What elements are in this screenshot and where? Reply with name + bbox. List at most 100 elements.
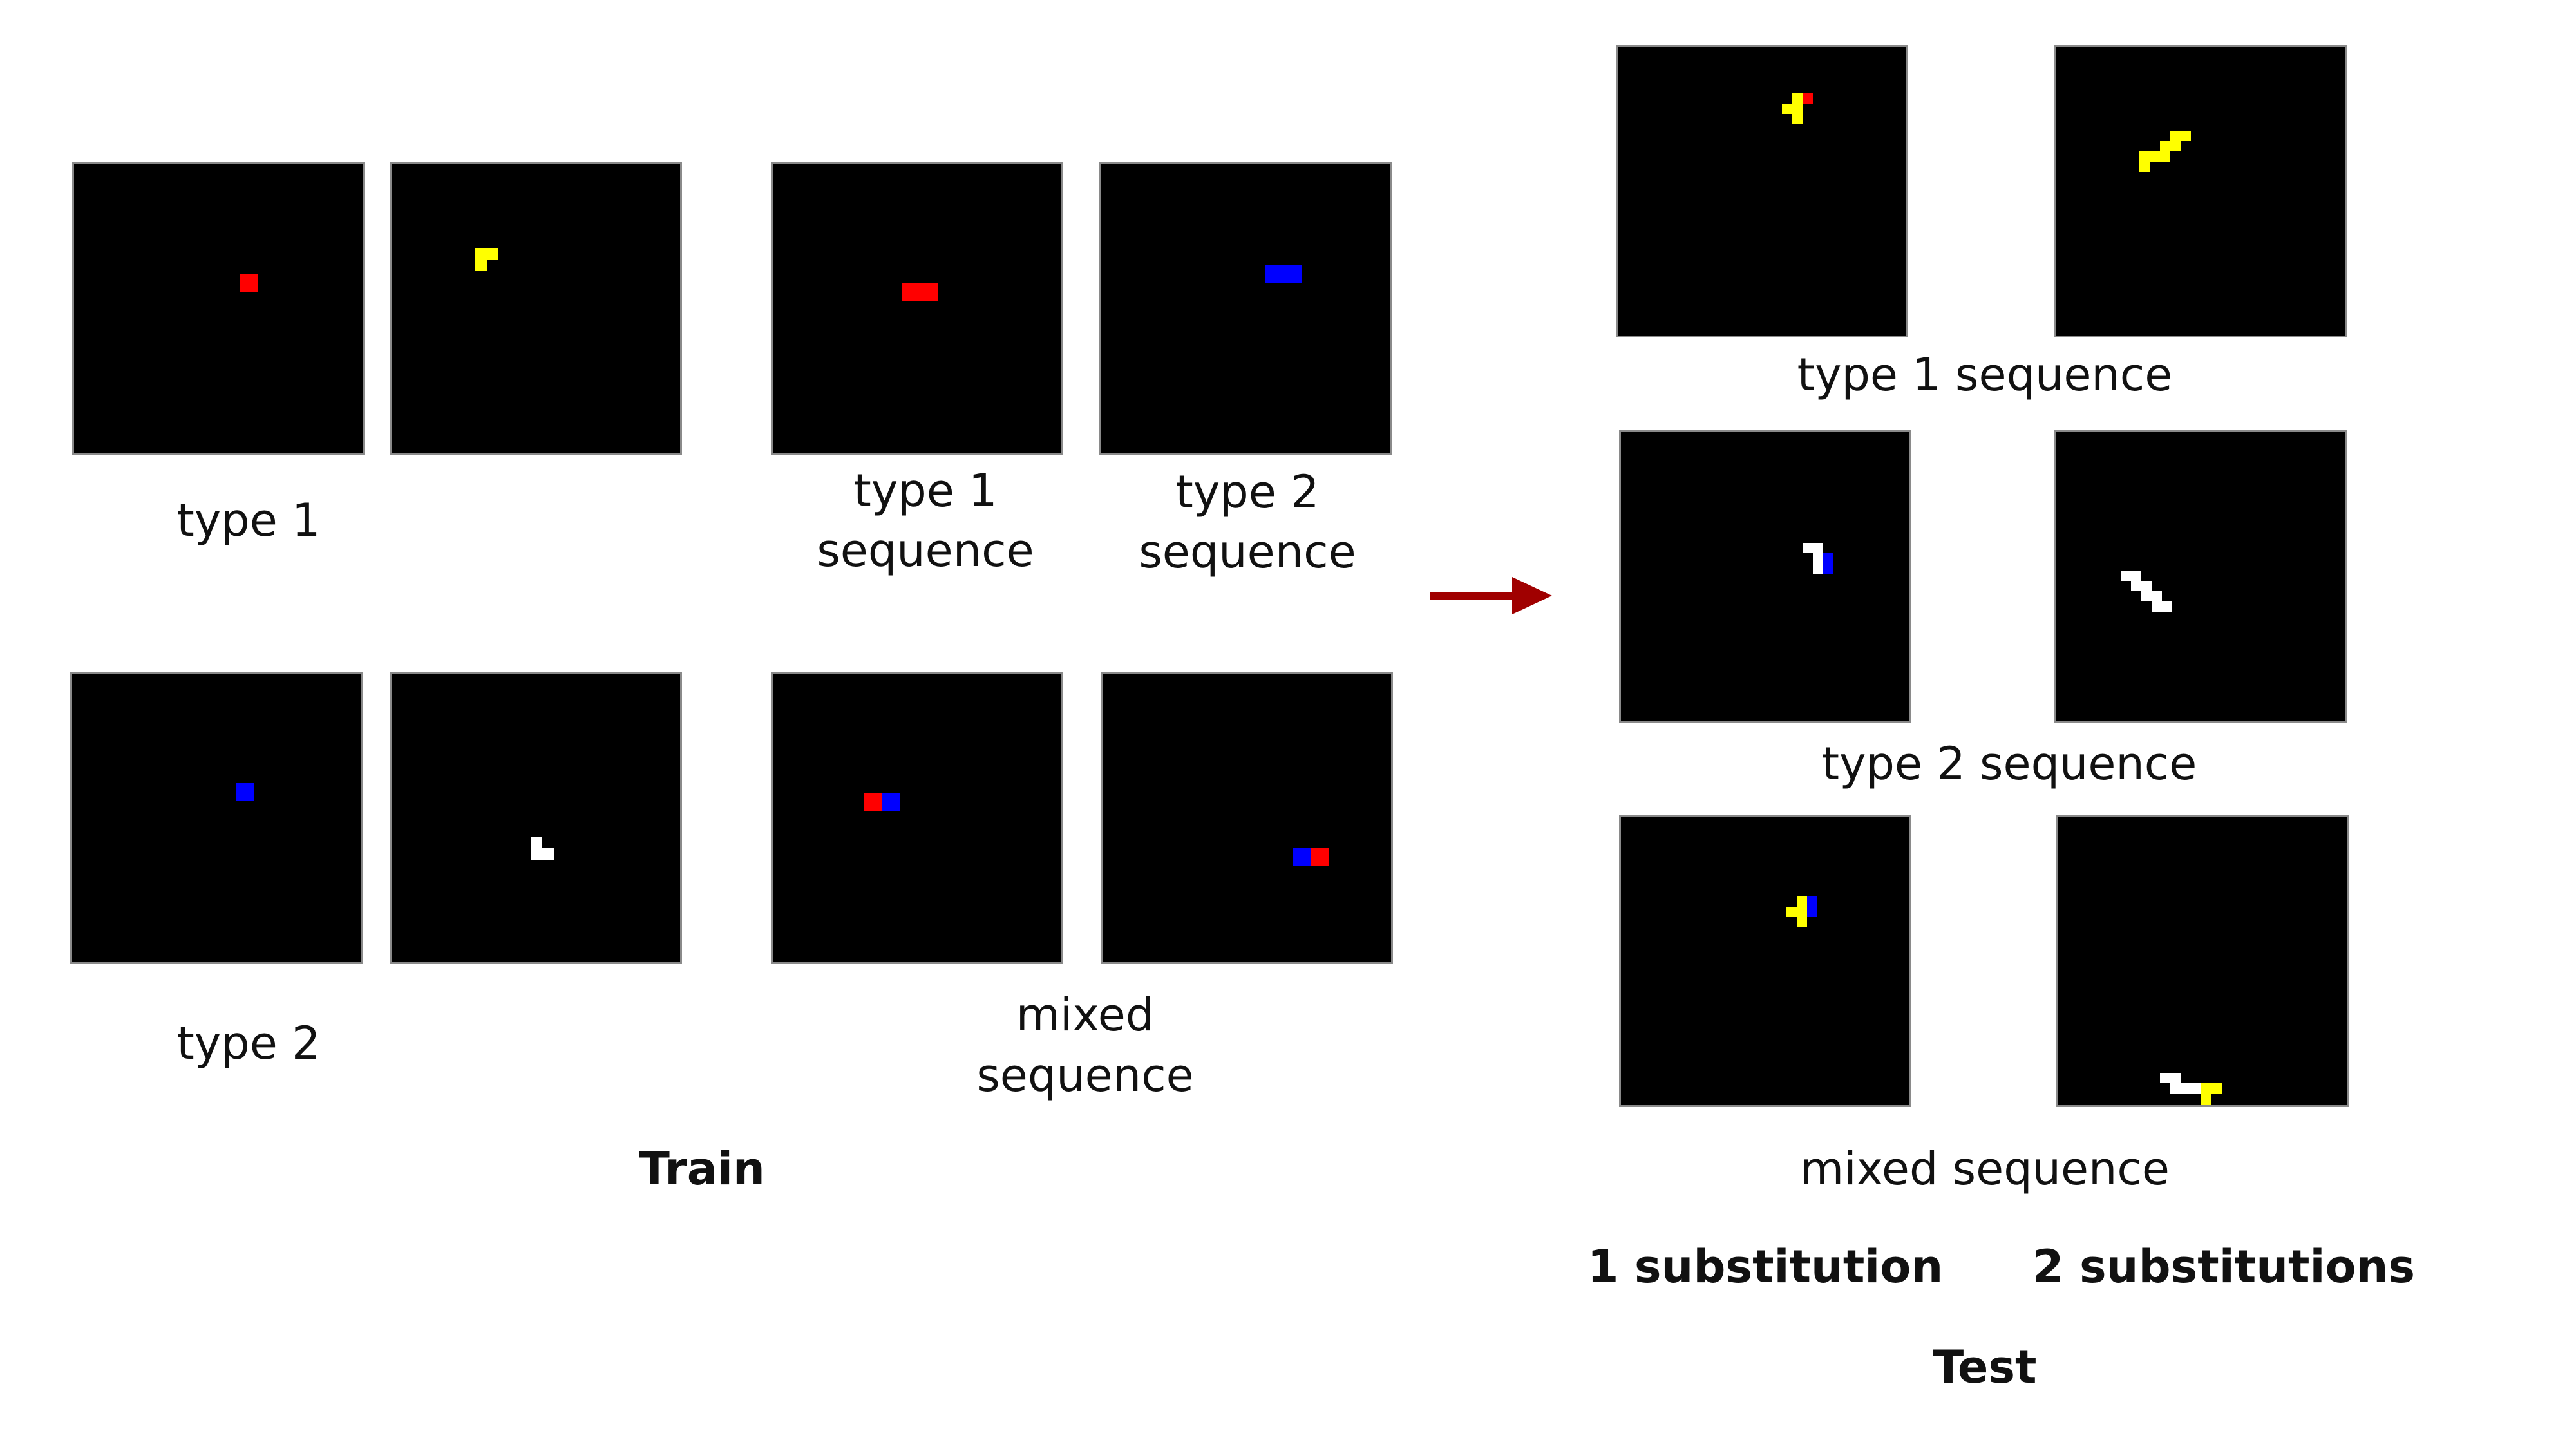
test-type2-panel-one-sub (1619, 430, 1911, 723)
train-type2-seq-shape (1265, 265, 1302, 283)
train-mixed-shape-a (864, 793, 900, 811)
yellow-cell (2160, 151, 2170, 162)
yellow-cell (1797, 896, 1807, 907)
arrow-head (1512, 577, 1552, 614)
train-type2-seq-label-line2: sequence (1139, 526, 1356, 578)
blue-cell (1807, 907, 1817, 917)
blue-cell (882, 793, 900, 811)
blue-cell (236, 783, 254, 801)
red-cell (920, 283, 938, 301)
two-substitutions-label: 2 substitutions (2032, 1240, 2416, 1293)
blue-cell (1265, 265, 1283, 283)
yellow-cell (2211, 1083, 2222, 1094)
red-cell (1311, 848, 1329, 866)
yellow-cell (475, 248, 487, 260)
white-cell (2152, 591, 2162, 601)
train-type1-shape-b (475, 248, 498, 271)
test-mixed-shape-one-sub (1786, 896, 1817, 927)
right-arrow-icon (1430, 577, 1552, 614)
white-cell (2170, 1073, 2181, 1083)
arrow-shaft (1430, 592, 1513, 600)
yellow-cell (1797, 907, 1807, 917)
white-cell (1813, 543, 1823, 553)
white-cell (2160, 1073, 2170, 1083)
yellow-cell (2181, 131, 2191, 141)
yellow-cell (2201, 1104, 2211, 1105)
train-type2-panel-b (390, 672, 682, 964)
test-mixed-panel-one-sub (1619, 815, 1911, 1107)
test-title: Test (1933, 1341, 2037, 1394)
red-cell (864, 793, 882, 811)
train-type2-panel-a (70, 672, 363, 964)
yellow-cell (2150, 151, 2160, 162)
blue-cell (1283, 265, 1302, 283)
white-cell (2131, 581, 2141, 591)
test-mixed-shape-two-sub (2160, 1073, 2222, 1105)
white-cell (2131, 571, 2141, 581)
train-type1-seq-label-line1: type 1 (853, 464, 998, 517)
yellow-cell (2201, 1083, 2211, 1094)
red-cell (902, 283, 920, 301)
yellow-cell (1792, 104, 1803, 114)
white-cell (1813, 553, 1823, 564)
test-type2-shape-two-sub (2121, 571, 2172, 612)
white-cell (2121, 571, 2131, 581)
train-mixed-panel-b (1101, 672, 1393, 964)
train-type1-panel-a (72, 162, 365, 455)
train-type2-seq-panel (1099, 162, 1392, 455)
red-cell (1803, 93, 1813, 104)
train-mixed-shape-b (1293, 848, 1329, 866)
train-type1-shape-a (240, 274, 258, 292)
train-type1-panel-b (390, 162, 682, 455)
blue-cell (1823, 553, 1833, 564)
yellow-cell (2160, 141, 2170, 151)
train-type2-seq-label-line1: type 2 (1175, 466, 1320, 518)
test-mixed-seq-label: mixed sequence (1800, 1142, 2170, 1195)
test-type1-shape-one-sub (1782, 93, 1813, 124)
blue-cell (1807, 896, 1817, 907)
yellow-cell (1782, 104, 1792, 114)
yellow-cell (1786, 907, 1797, 917)
train-mixed-seq-label-line1: mixed (1016, 989, 1155, 1041)
train-title: Train (639, 1142, 765, 1195)
yellow-cell (1797, 917, 1807, 927)
white-cell (2162, 601, 2172, 612)
train-type1-label: type 1 (176, 494, 321, 547)
yellow-cell (2139, 162, 2150, 172)
train-mixed-panel-a (771, 672, 1063, 964)
train-type2-shape-a (236, 783, 254, 801)
test-type1-panel-one-sub (1616, 45, 1908, 337)
white-cell (2152, 601, 2162, 612)
test-mixed-panel-two-sub (2056, 815, 2349, 1107)
yellow-cell (487, 248, 498, 260)
white-cell (2191, 1083, 2201, 1094)
red-cell (240, 274, 258, 292)
test-type2-seq-label: type 2 sequence (1821, 737, 2197, 790)
blue-cell (1823, 564, 1833, 574)
test-type1-panel-two-sub (2054, 45, 2347, 337)
blue-cell (1293, 848, 1311, 866)
train-type1-seq-shape (902, 283, 938, 301)
test-type2-shape-one-sub (1803, 543, 1833, 574)
train-mixed-seq-label-line2: sequence (976, 1049, 1194, 1102)
train-type2-label: type 2 (176, 1017, 321, 1070)
test-type2-panel-two-sub (2054, 430, 2347, 723)
train-type1-seq-label-line2: sequence (817, 524, 1034, 577)
yellow-cell (2139, 151, 2150, 162)
train-type2-shape-b (531, 837, 554, 860)
yellow-cell (475, 260, 487, 271)
train-type1-seq-panel (771, 162, 1063, 455)
yellow-cell (2170, 141, 2181, 151)
test-type1-seq-label: type 1 sequence (1797, 348, 2173, 401)
white-cell (2141, 581, 2152, 591)
yellow-cell (2170, 131, 2181, 141)
yellow-cell (1792, 93, 1803, 104)
white-cell (1813, 564, 1823, 574)
white-cell (2170, 1083, 2181, 1094)
white-cell (542, 848, 554, 860)
yellow-cell (2201, 1094, 2211, 1104)
white-cell (2141, 591, 2152, 601)
one-substitution-label: 1 substitution (1587, 1240, 1944, 1293)
white-cell (531, 837, 542, 848)
yellow-cell (1792, 114, 1803, 124)
